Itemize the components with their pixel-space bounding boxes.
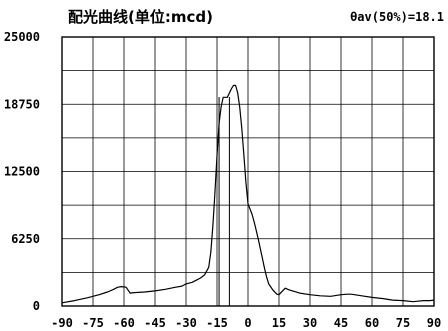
x-tick-label: -75 <box>82 316 104 330</box>
y-tick-label: 18750 <box>4 97 40 111</box>
chart-annotation: θav(50%)=18.1 <box>350 10 444 24</box>
x-tick-label: -60 <box>113 316 135 330</box>
x-tick-label: -90 <box>51 316 73 330</box>
y-tick-label: 25000 <box>4 30 40 44</box>
y-tick-label: 0 <box>33 299 40 313</box>
x-tick-label: 30 <box>303 316 317 330</box>
chart-title: 配光曲线(单位:mcd) <box>68 8 213 26</box>
tick-layer: -90 -75 -60 -45 -30 -15 0 15 30 45 60 75 90 0 6250 1250… <box>4 30 441 330</box>
x-tick-label: 45 <box>334 316 348 330</box>
x-tick-label: 0 <box>244 316 251 330</box>
y-tick-label: 12500 <box>4 165 40 179</box>
x-tick-label: 15 <box>272 316 286 330</box>
x-tick-label: 75 <box>396 316 410 330</box>
marker-layer <box>219 97 229 306</box>
x-tick-label: -15 <box>206 316 228 330</box>
x-tick-label: -30 <box>175 316 197 330</box>
y-tick-label: 6250 <box>11 232 40 246</box>
grid-layer <box>62 37 434 306</box>
x-tick-label: 90 <box>427 316 441 330</box>
x-tick-label: -45 <box>144 316 166 330</box>
x-tick-label: 60 <box>365 316 379 330</box>
